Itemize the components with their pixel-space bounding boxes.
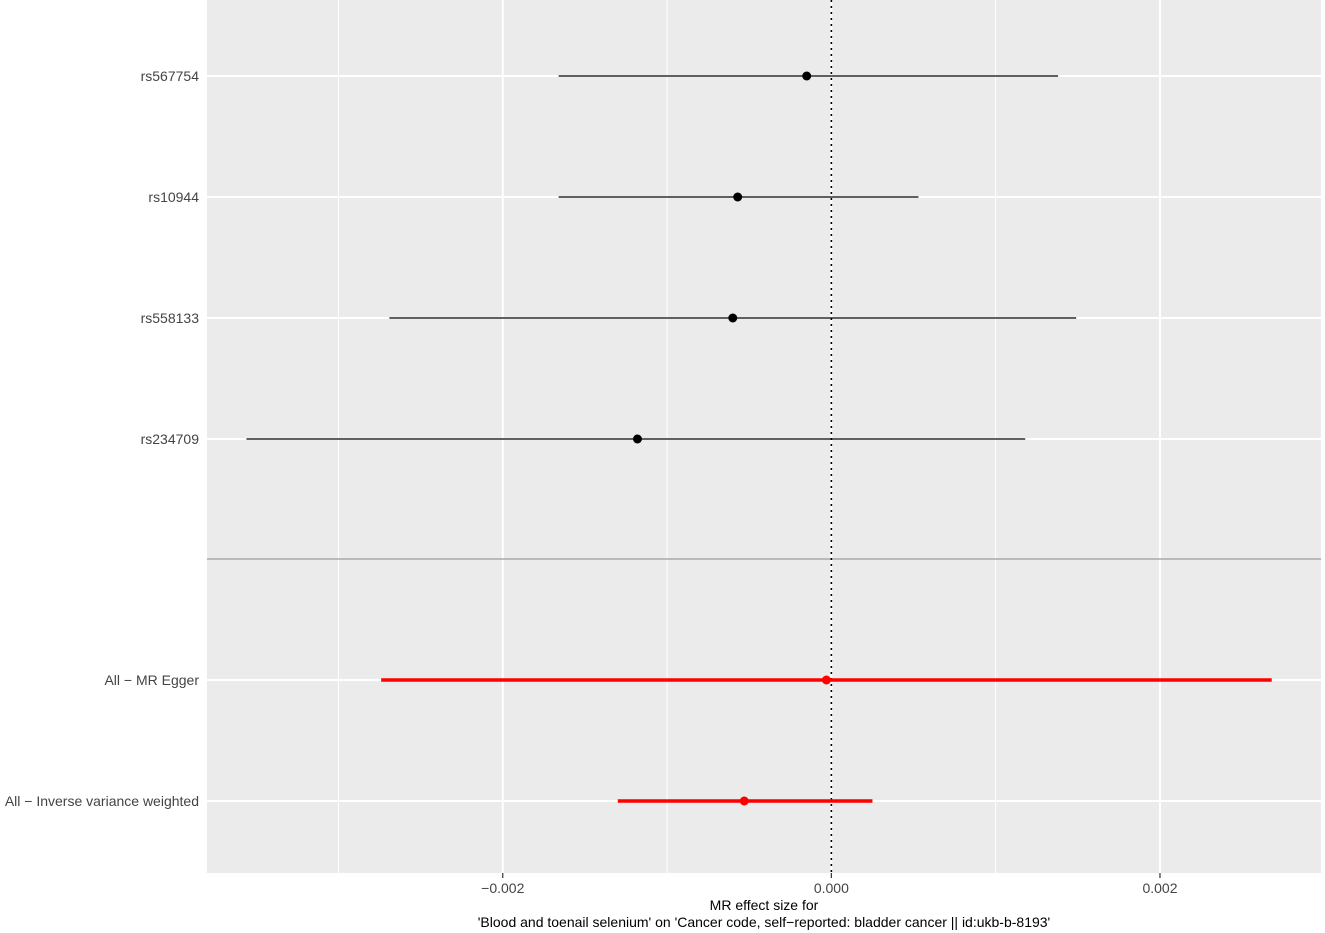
snp-row-label-2: rs558133 <box>141 310 200 326</box>
x-axis: −0.002 0.000 0.002 <box>481 873 1178 896</box>
method-estimate-point-0 <box>821 675 831 685</box>
x-axis-title-line-2: 'Blood and toenail selenium' on 'Cancer … <box>478 914 1050 930</box>
x-tick-label-1: 0.000 <box>814 880 849 896</box>
forest-marks <box>246 71 1272 806</box>
method-row-label-1: All − Inverse variance weighted <box>5 793 199 809</box>
snp-row-label-0: rs567754 <box>141 68 200 84</box>
snp-estimate-point-0 <box>802 71 812 81</box>
row-labels: rs567754 rs10944 rs558133 rs234709 All − MR … <box>5 68 199 809</box>
plot-panel <box>207 0 1321 873</box>
snp-estimate-point-2 <box>728 313 738 323</box>
snp-row-label-1: rs10944 <box>148 189 199 205</box>
method-row-label-0: All − MR Egger <box>104 672 199 688</box>
method-estimate-point-1 <box>739 796 749 806</box>
snp-estimate-point-1 <box>733 192 743 202</box>
snp-row-label-3: rs234709 <box>141 431 200 447</box>
snp-estimate-point-3 <box>632 434 642 444</box>
x-axis-title-line-1: MR effect size for <box>710 897 819 913</box>
x-tick-label-2: 0.002 <box>1142 880 1177 896</box>
x-tick-label-0: −0.002 <box>481 880 524 896</box>
